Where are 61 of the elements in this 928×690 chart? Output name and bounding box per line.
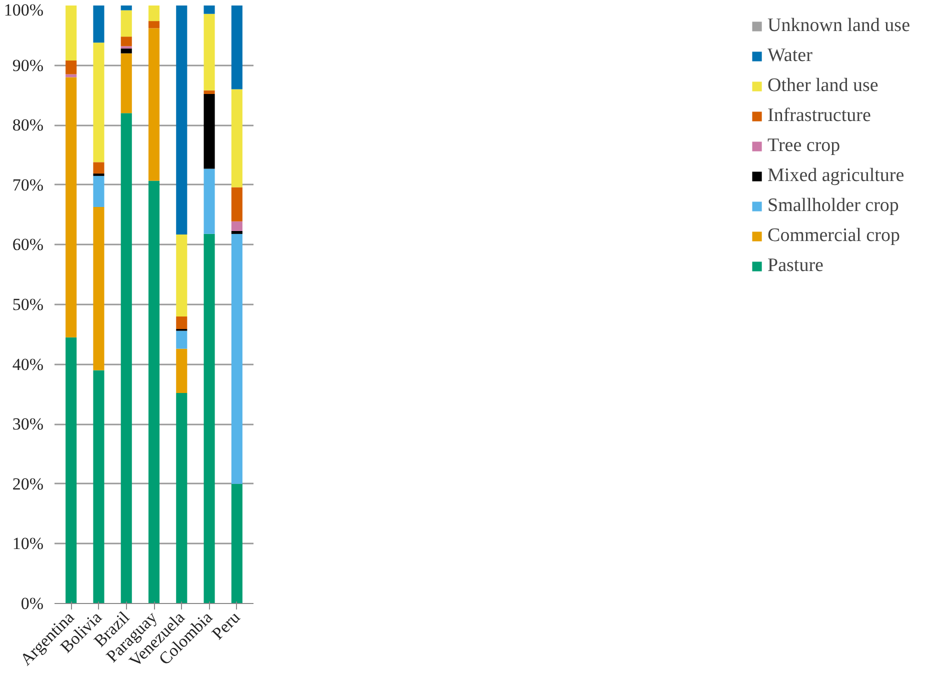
- bar: [204, 14, 215, 90]
- bar: [176, 234, 188, 316]
- bar: [231, 89, 242, 188]
- y-tick-label: 100%: [4, 0, 44, 20]
- bar: [66, 60, 77, 74]
- bar: [120, 53, 132, 114]
- y-tick-label: 10%: [12, 534, 44, 554]
- bar: [120, 48, 132, 54]
- bar: [120, 36, 132, 46]
- bar: [93, 42, 104, 162]
- legend-label: Commercial crop: [768, 225, 900, 247]
- bar: [176, 316, 188, 330]
- y-tick-label: 70%: [12, 175, 44, 194]
- bar: [176, 348, 188, 394]
- bar: [66, 337, 77, 604]
- bar: [231, 484, 242, 604]
- y-tick-label: 40%: [12, 354, 44, 374]
- bar: [120, 6, 132, 10]
- bar: [231, 187, 242, 222]
- legend-label: Infrastructure: [768, 105, 871, 127]
- bar: [176, 330, 188, 349]
- bar: [231, 230, 242, 234]
- legend-label: Unknown land use: [768, 15, 910, 37]
- bar: [231, 6, 242, 90]
- bar: [120, 10, 132, 37]
- y-tick-label: 90%: [12, 56, 44, 75]
- bar: [204, 168, 215, 234]
- bar: [148, 21, 160, 28]
- bar: [204, 90, 215, 94]
- bar: [176, 6, 188, 235]
- bar: [204, 94, 215, 169]
- legend-label: Mixed agriculture: [768, 165, 904, 187]
- bar: [148, 28, 160, 181]
- y-tick-label: 50%: [12, 295, 44, 314]
- legend-label: Tree crop: [768, 135, 840, 157]
- bar: [66, 77, 77, 338]
- bar: [204, 234, 215, 604]
- legend-label: Pasture: [768, 255, 824, 277]
- bar: [148, 6, 160, 22]
- legend-label: Smallholder crop: [768, 195, 899, 217]
- bar: [176, 393, 188, 604]
- bar: [66, 6, 77, 61]
- bar: [93, 162, 104, 174]
- bar: [93, 176, 104, 208]
- y-tick-label: 0%: [20, 594, 44, 613]
- legend-label: Water: [768, 45, 812, 67]
- y-tick-label: 20%: [12, 474, 44, 494]
- bar: [93, 207, 104, 370]
- y-tick-label: 80%: [12, 116, 44, 135]
- y-tick-label: 30%: [12, 414, 44, 434]
- bar: [93, 370, 104, 604]
- bar: [120, 46, 132, 49]
- y-tick-label: 60%: [12, 235, 44, 254]
- bar: [231, 234, 242, 484]
- bar: [120, 113, 132, 604]
- bar: [66, 74, 77, 78]
- bar: [204, 6, 215, 14]
- bar: [231, 221, 242, 231]
- bar: [148, 180, 160, 604]
- legend-label: Other land use: [768, 75, 878, 97]
- bar: [93, 6, 104, 43]
